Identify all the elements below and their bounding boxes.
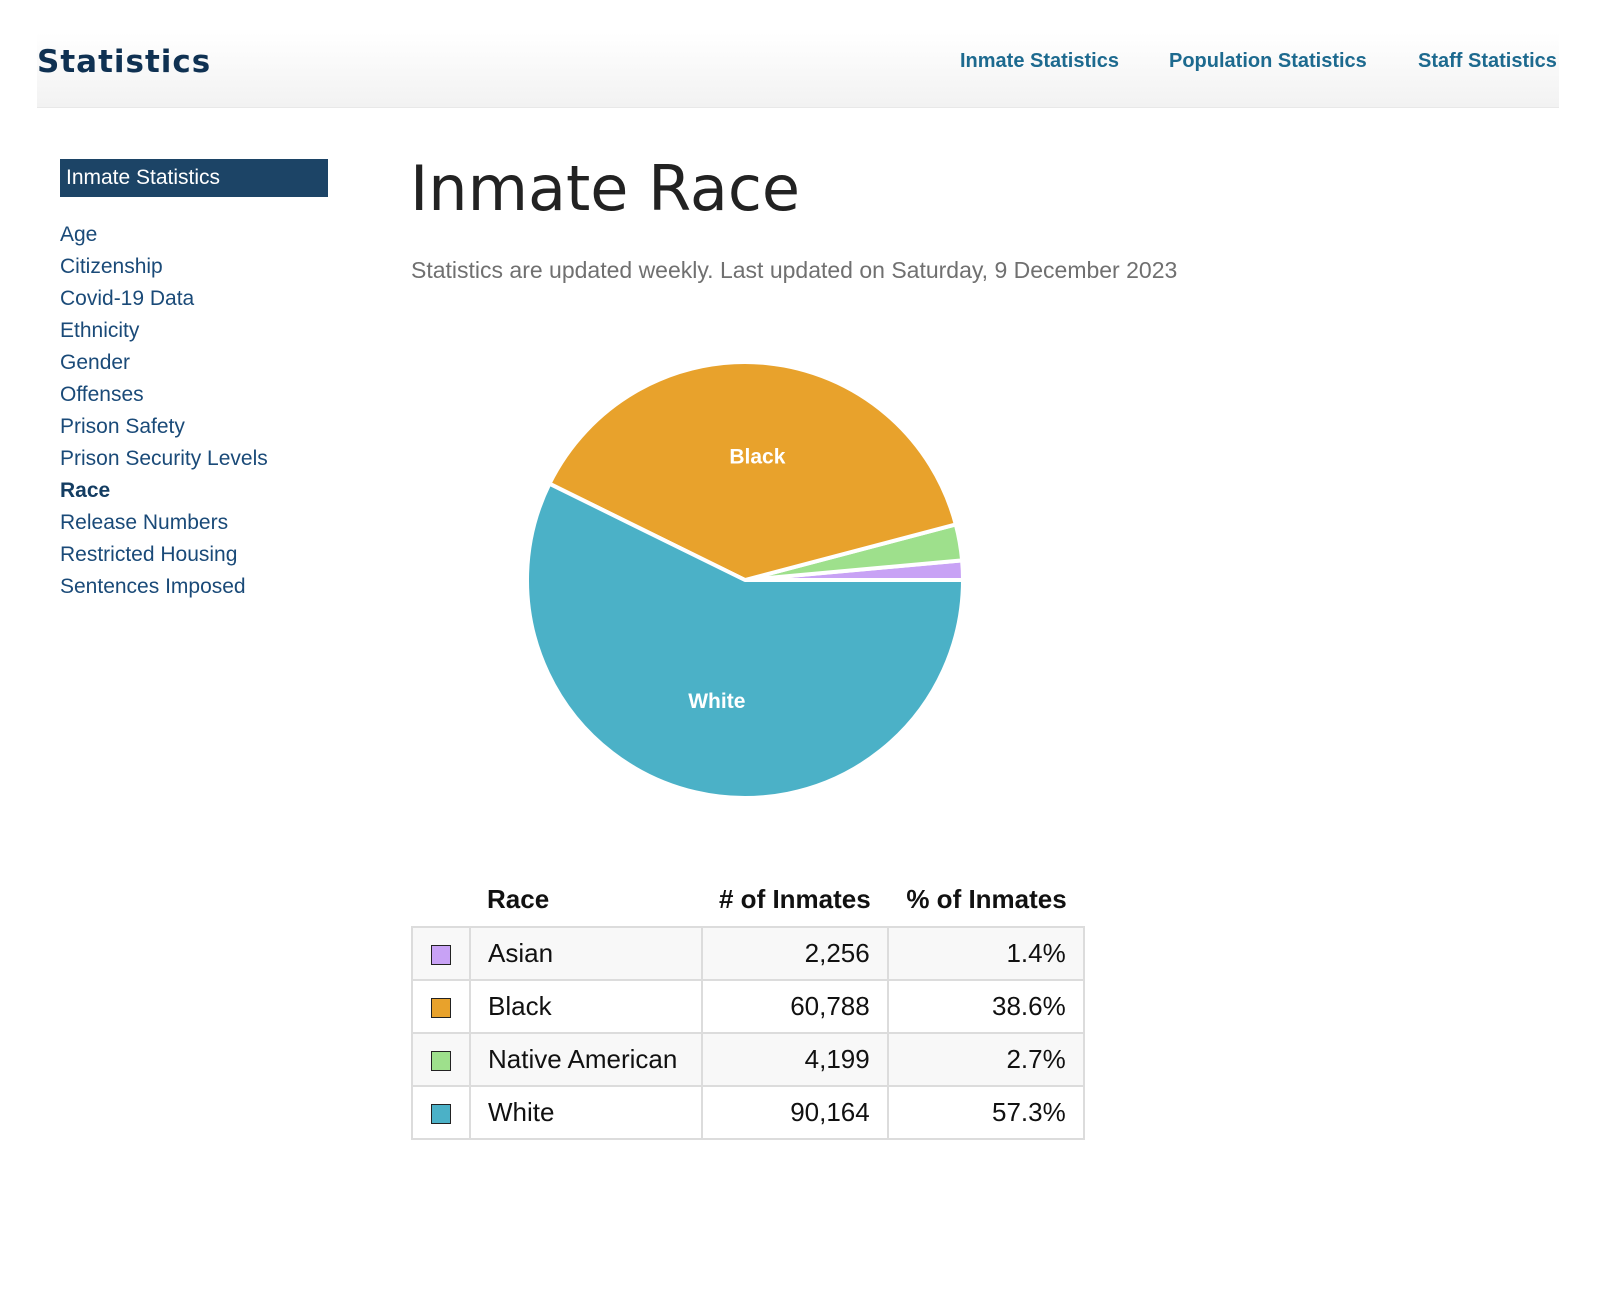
table-row: Native American 4,199 2.7% [411, 1032, 1085, 1087]
sidebar-item-race[interactable]: Race [60, 479, 111, 502]
site-brand[interactable]: Statistics [37, 44, 212, 80]
pie-label-white: White [688, 690, 745, 713]
count-cell: 60,788 [701, 979, 889, 1034]
race-cell: White [469, 1085, 703, 1140]
sidebar-item-prison-security-levels[interactable]: Prison Security Levels [60, 447, 268, 470]
color-swatch [431, 998, 451, 1019]
sidebar-item-ethnicity[interactable]: Ethnicity [60, 319, 140, 342]
nav-inmate-statistics[interactable]: Inmate Statistics [960, 50, 1119, 72]
swatch-cell [411, 979, 471, 1034]
percent-header: % of Inmates [906, 883, 1067, 914]
sidebar: Inmate Statistics Age Citizenship Covid-… [60, 159, 328, 603]
swatch-cell [411, 1085, 471, 1140]
sidebar-item-prison-safety[interactable]: Prison Safety [60, 415, 185, 438]
table-row: Asian 2,256 1.4% [411, 926, 1085, 981]
count-header: # of Inmates [719, 883, 871, 914]
count-cell: 90,164 [701, 1085, 889, 1140]
table-header-row: Race # of Inmates % of Inmates [412, 872, 1084, 927]
percent-cell: 38.6% [886, 979, 1085, 1034]
count-cell: 2,256 [701, 926, 889, 981]
sidebar-item-gender[interactable]: Gender [60, 351, 131, 374]
race-table: Race # of Inmates % of Inmates Asian 2,2… [411, 872, 1085, 1140]
race-cell: Black [469, 979, 703, 1034]
pie-label-black: Black [729, 445, 785, 468]
site-header: Statistics Inmate Statistics Population … [37, 0, 1559, 108]
color-swatch [431, 1104, 451, 1125]
percent-cell: 57.3% [886, 1085, 1085, 1140]
nav-population-statistics[interactable]: Population Statistics [1169, 50, 1367, 72]
pie-slice-white[interactable] [525, 481, 965, 801]
color-swatch [431, 1051, 451, 1072]
race-cell: Asian [469, 926, 703, 981]
swatch-cell [411, 926, 471, 981]
sidebar-title[interactable]: Inmate Statistics [60, 159, 328, 197]
page-title: Inmate Race [410, 152, 801, 225]
nav-staff-statistics[interactable]: Staff Statistics [1418, 50, 1557, 72]
last-updated-note: Statistics are updated weekly. Last upda… [411, 257, 1178, 283]
percent-cell: 2.7% [886, 1032, 1085, 1087]
percent-cell: 1.4% [886, 926, 1085, 981]
color-swatch [431, 945, 451, 966]
sidebar-list: Age Citizenship Covid-19 Data Ethnicity … [60, 219, 328, 603]
count-cell: 4,199 [701, 1032, 889, 1087]
sidebar-item-offenses[interactable]: Offenses [60, 383, 144, 406]
race-pie-chart: Black White [510, 345, 980, 815]
race-cell: Native American [469, 1032, 703, 1087]
race-header: Race [487, 883, 550, 914]
sidebar-item-citizenship[interactable]: Citizenship [60, 255, 163, 278]
pie-slice-black[interactable] [547, 360, 958, 582]
sidebar-item-restricted-housing[interactable]: Restricted Housing [60, 543, 238, 566]
swatch-header [412, 872, 470, 927]
pie-chart-svg: Black White [525, 360, 966, 801]
table-row: Black 60,788 38.6% [411, 979, 1085, 1034]
sidebar-item-sentences-imposed[interactable]: Sentences Imposed [60, 575, 246, 598]
sidebar-item-release-numbers[interactable]: Release Numbers [60, 511, 229, 534]
table-row: White 90,164 57.3% [411, 1085, 1085, 1140]
sidebar-item-age[interactable]: Age [60, 223, 98, 246]
swatch-cell [411, 1032, 471, 1087]
sidebar-item-covid-19-data[interactable]: Covid-19 Data [60, 287, 195, 310]
